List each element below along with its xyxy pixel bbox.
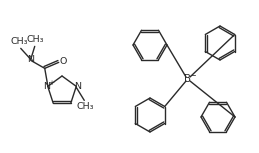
Text: N: N [27, 55, 34, 64]
Text: −: − [189, 71, 196, 80]
Text: B: B [184, 74, 191, 84]
Text: O: O [60, 57, 67, 66]
Text: N: N [43, 82, 50, 91]
Text: CH₃: CH₃ [76, 102, 94, 111]
Text: CH₃: CH₃ [11, 37, 28, 46]
Text: CH₃: CH₃ [27, 35, 45, 44]
Text: +: + [48, 80, 54, 86]
Text: N: N [74, 82, 81, 91]
